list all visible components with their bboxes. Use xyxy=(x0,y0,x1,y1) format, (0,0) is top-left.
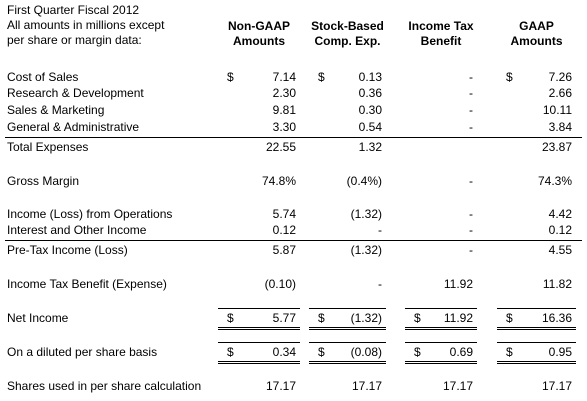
amount: 1.32 xyxy=(358,140,382,154)
column-header: Benefit xyxy=(420,34,462,48)
amount: (1.32) xyxy=(350,311,382,325)
amount: - xyxy=(469,86,473,100)
amount: 0.54 xyxy=(358,120,382,134)
amount: 5.77 xyxy=(272,311,296,325)
total-box xyxy=(309,308,386,330)
amount: (0.08) xyxy=(350,345,382,359)
amount: (0.10) xyxy=(264,277,296,291)
row-label: Sales & Marketing xyxy=(7,103,105,117)
amount: (0.4%) xyxy=(346,174,382,188)
row-label: General & Administrative xyxy=(7,120,140,134)
amount: - xyxy=(469,223,473,237)
amount: 0.12 xyxy=(272,223,296,237)
column-header: Amounts xyxy=(233,34,285,48)
currency-sign: $ xyxy=(506,345,513,359)
total-box xyxy=(405,342,477,364)
total-box xyxy=(309,342,386,364)
amount: 23.87 xyxy=(541,140,572,154)
total-box xyxy=(218,342,300,364)
amount: - xyxy=(469,120,473,134)
amount: 2.66 xyxy=(548,86,572,100)
amount: 9.81 xyxy=(272,103,296,117)
amount: 17.17 xyxy=(442,379,473,393)
amount: 74.8% xyxy=(261,174,296,188)
amount: 22.55 xyxy=(265,140,296,154)
currency-sign: $ xyxy=(414,311,421,325)
row-label: Research & Development xyxy=(7,86,144,100)
amount: 17.17 xyxy=(351,379,382,393)
row-label: Gross Margin xyxy=(7,174,80,188)
amount: 0.69 xyxy=(449,345,473,359)
row-label: Pre-Tax Income (Loss) xyxy=(7,243,128,257)
currency-sign: $ xyxy=(318,311,325,325)
total-box xyxy=(497,342,576,364)
amount: 16.36 xyxy=(541,311,572,325)
row-label: On a diluted per share basis xyxy=(7,345,158,359)
amount: - xyxy=(469,243,473,257)
total-box xyxy=(405,308,477,330)
amount: 0.36 xyxy=(358,86,382,100)
row-label: Cost of Sales xyxy=(7,70,79,84)
currency-sign: $ xyxy=(227,311,234,325)
amount: 0.12 xyxy=(548,223,572,237)
amount: - xyxy=(469,174,473,188)
amount: (1.32) xyxy=(350,207,382,221)
row-label: Shares used in per share calculation xyxy=(7,379,202,393)
currency-sign: $ xyxy=(227,345,234,359)
row-label: Income Tax Benefit (Expense) xyxy=(7,277,167,291)
column-header: Comp. Exp. xyxy=(314,34,381,48)
row-label: Income (Loss) from Operations xyxy=(7,207,173,221)
amount: 5.87 xyxy=(272,243,296,257)
amount: 5.74 xyxy=(272,207,296,221)
rule xyxy=(5,137,582,138)
amount: 7.26 xyxy=(548,70,572,84)
amount: 0.34 xyxy=(272,345,296,359)
rule xyxy=(5,240,582,241)
amount: 3.84 xyxy=(548,120,572,134)
currency-sign: $ xyxy=(414,345,421,359)
currency-sign: $ xyxy=(506,311,513,325)
row-label: Net Income xyxy=(7,311,69,325)
amount: 17.17 xyxy=(541,379,572,393)
row-label: Total Expenses xyxy=(7,140,89,154)
amount: 11.82 xyxy=(542,277,572,291)
column-header: GAAP xyxy=(519,19,554,33)
amount: - xyxy=(469,70,473,84)
amount: 2.30 xyxy=(272,86,296,100)
amount: 17.17 xyxy=(265,379,296,393)
title-line: All amounts in millions except xyxy=(7,18,165,32)
column-header: Income Tax xyxy=(408,19,474,33)
title-line: per share or margin data: xyxy=(7,33,142,47)
amount: - xyxy=(378,223,382,237)
amount: 3.30 xyxy=(272,120,296,134)
amount: 4.55 xyxy=(548,243,572,257)
amount: 0.95 xyxy=(548,345,572,359)
amount: - xyxy=(378,277,382,291)
column-header: Non-GAAP xyxy=(228,19,290,33)
amount: 4.42 xyxy=(548,207,572,221)
amount: 0.30 xyxy=(358,103,382,117)
amount: 0.13 xyxy=(358,70,382,84)
currency-sign: $ xyxy=(318,70,325,84)
currency-sign: $ xyxy=(506,70,513,84)
currency-sign: $ xyxy=(227,70,234,84)
amount: 74.3% xyxy=(537,174,572,188)
amount: - xyxy=(469,103,473,117)
total-box xyxy=(218,308,300,330)
total-box xyxy=(497,308,576,330)
title-line: First Quarter Fiscal 2012 xyxy=(7,3,140,17)
amount: 11.92 xyxy=(443,311,473,325)
currency-sign: $ xyxy=(318,345,325,359)
column-header: Amounts xyxy=(510,34,563,48)
column-header: Stock-Based xyxy=(311,19,384,33)
amount: 7.14 xyxy=(272,70,296,84)
row-label: Interest and Other Income xyxy=(7,223,147,237)
amount: (1.32) xyxy=(350,243,382,257)
amount: 10.11 xyxy=(542,103,572,117)
amount: 11.92 xyxy=(443,277,473,291)
amount: - xyxy=(469,207,473,221)
